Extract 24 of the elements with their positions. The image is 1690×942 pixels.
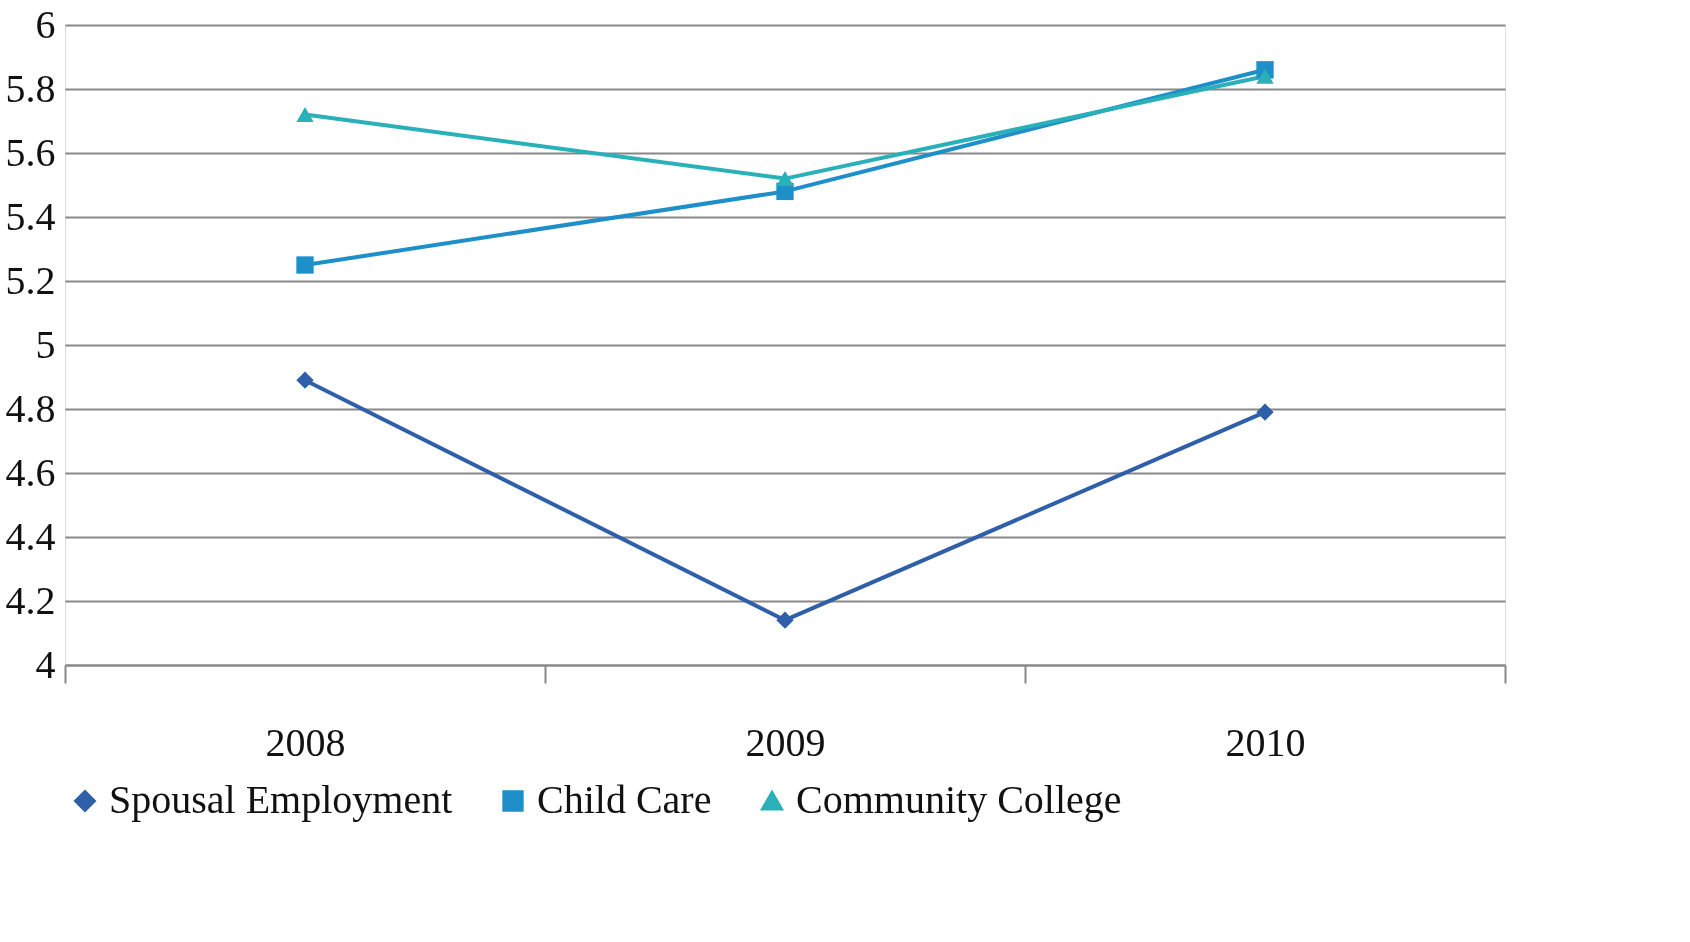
y-tick-label: 4.8 — [5, 385, 56, 431]
x-tick-label: 2010 — [1225, 719, 1306, 765]
point — [296, 256, 314, 274]
y-tick-label: 5.8 — [5, 65, 56, 111]
point — [296, 107, 314, 123]
y-tick-label: 6 — [35, 1, 56, 47]
y-tick-label: 4 — [35, 641, 56, 687]
x-tick-label: 2009 — [745, 719, 826, 765]
legend-label: Child Care — [537, 777, 712, 822]
y-tick-label: 5.6 — [5, 129, 56, 175]
y-tick-label: 5.4 — [5, 193, 56, 239]
legend-label: Spousal Employment — [109, 777, 453, 822]
legend-label: Community College — [796, 777, 1122, 822]
y-tick-label: 4.2 — [5, 577, 56, 623]
point — [296, 371, 314, 389]
y-tick-label: 5.2 — [5, 257, 56, 303]
point — [1256, 68, 1274, 84]
point — [776, 171, 794, 187]
y-tick-label: 5 — [35, 321, 56, 367]
point — [1256, 403, 1274, 421]
y-tick-label: 4.4 — [5, 513, 56, 559]
point — [776, 611, 794, 629]
y-tick-label: 4.6 — [5, 449, 56, 495]
x-tick-label: 2008 — [265, 719, 346, 765]
